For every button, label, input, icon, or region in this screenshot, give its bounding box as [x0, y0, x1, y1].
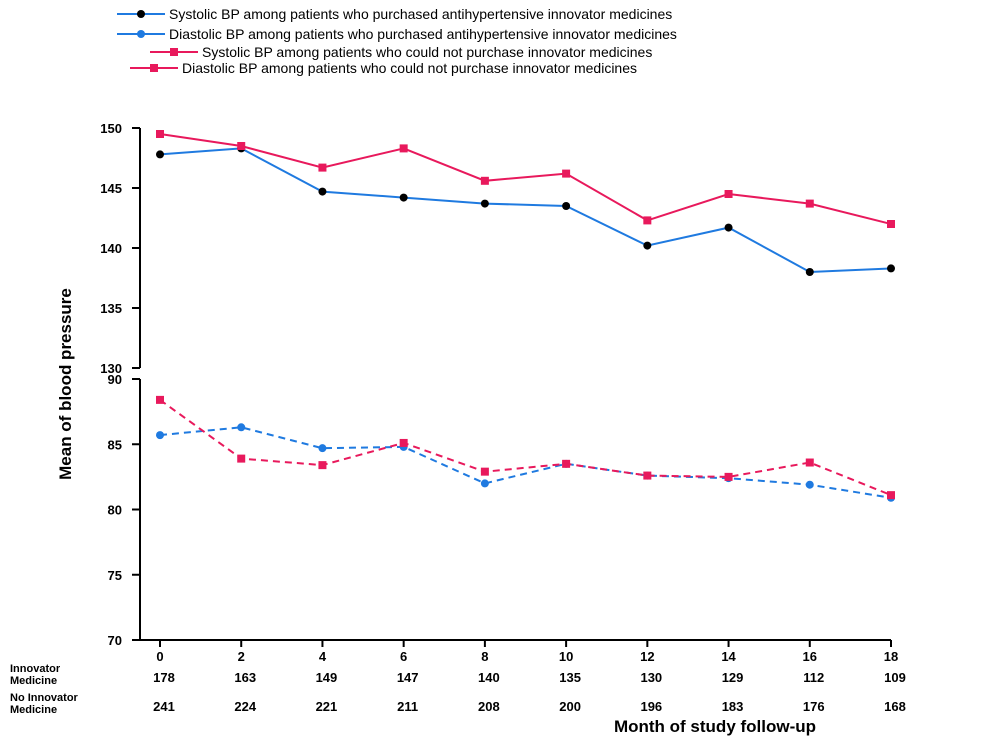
series-group — [156, 130, 895, 502]
count-value: 178 — [153, 670, 175, 685]
x-tick-label: 14 — [721, 649, 736, 664]
count-value: 196 — [640, 699, 662, 714]
series-4-line — [159, 399, 892, 497]
legend-marker-2 — [137, 30, 145, 38]
count-value: 130 — [640, 670, 662, 685]
series-1-point — [562, 202, 571, 210]
series-1-point — [480, 199, 489, 208]
lower-y-tick-label: 85 — [108, 437, 122, 452]
count-row-label: Innovator — [10, 663, 61, 675]
x-tick-label: 18 — [884, 649, 898, 664]
count-value: 211 — [397, 699, 418, 714]
series-3-point — [237, 142, 246, 150]
x-tick-label: 0 — [156, 649, 163, 664]
count-value: 135 — [559, 670, 581, 685]
series-1-point — [805, 268, 814, 276]
series-2-point — [237, 423, 246, 432]
x-tick-label: 2 — [238, 649, 245, 664]
series-3-point — [562, 169, 571, 178]
x-tick-label: 12 — [640, 649, 654, 664]
series-2-point — [805, 480, 814, 489]
series-3-point — [318, 163, 327, 172]
lower-y-tick-label: 90 — [108, 372, 122, 387]
ticks: 130 135 140 145 150 70 75 80 85 90 0 2 4 6 8 10 12 14 16 18 — [100, 121, 898, 664]
series-1-point — [399, 193, 408, 202]
count-value: 241 — [153, 699, 175, 714]
count-value: 140 — [478, 670, 500, 685]
series-4-point — [237, 454, 246, 463]
y-axis-label: Mean of blood pressure — [56, 288, 75, 480]
count-value: 129 — [722, 670, 744, 685]
series-3-point — [643, 216, 652, 225]
series-3-point — [724, 190, 733, 198]
upper-y-tick-label: 130 — [100, 361, 122, 376]
count-value: 183 — [722, 699, 744, 714]
upper-y-tick-label: 135 — [100, 301, 122, 316]
count-value: 147 — [397, 670, 419, 685]
count-value: 149 — [316, 670, 338, 685]
x-tick-label: 10 — [559, 649, 573, 664]
series-1-point — [643, 241, 652, 250]
x-axis-label: Month of study follow-up — [614, 717, 816, 736]
count-value: 168 — [884, 699, 906, 714]
x-tick-label: 4 — [319, 649, 327, 664]
count-value: 224 — [234, 699, 256, 714]
legend-entry-1: Systolic BP among patients who purchased… — [169, 6, 672, 22]
series-4-point — [318, 461, 327, 470]
upper-y-tick-label: 145 — [100, 181, 122, 196]
lower-y-tick-label: 80 — [108, 503, 122, 518]
series-4-point — [562, 459, 571, 468]
count-value: 221 — [316, 699, 338, 714]
legend-entry-3: Systolic BP among patients who could not… — [202, 44, 652, 60]
series-3-point — [399, 144, 408, 153]
series-4-point — [480, 467, 489, 476]
count-row-label: Medicine — [10, 675, 57, 687]
series-3-point — [887, 220, 895, 228]
series-3-line — [159, 133, 892, 225]
series-2-point — [480, 479, 489, 488]
legend: Systolic BP among patients who purchased… — [117, 6, 677, 76]
lower-y-tick-label: 70 — [108, 633, 122, 648]
legend-marker-4 — [150, 64, 158, 72]
series-2-line — [159, 426, 892, 499]
count-value: 112 — [803, 670, 824, 685]
series-4-point — [887, 491, 895, 500]
legend-marker-1 — [137, 10, 145, 18]
upper-y-tick-label: 150 — [100, 121, 122, 136]
count-value: 200 — [559, 699, 581, 714]
count-row-label: No Innovator — [10, 692, 79, 704]
count-value: 208 — [478, 699, 500, 714]
count-value: 163 — [234, 670, 256, 685]
series-4-point — [724, 472, 733, 481]
x-tick-label: 8 — [481, 649, 488, 664]
upper-y-tick-label: 140 — [100, 241, 122, 256]
series-2-point — [156, 431, 164, 440]
count-value: 176 — [803, 699, 825, 714]
legend-marker-3 — [170, 48, 178, 56]
count-row-label: Medicine — [10, 704, 57, 716]
series-1-point — [887, 264, 895, 273]
series-1-point — [156, 150, 164, 159]
series-2-point — [318, 444, 327, 453]
series-4-point — [399, 438, 408, 447]
lower-y-tick-label: 75 — [108, 568, 122, 583]
series-4-point — [643, 471, 652, 480]
legend-entry-4: Diastolic BP among patients who could no… — [182, 60, 637, 76]
series-3-point — [480, 176, 489, 185]
series-4-point — [805, 458, 814, 467]
series-4-point — [156, 395, 164, 404]
x-tick-label: 6 — [400, 649, 407, 664]
series-3-point — [156, 130, 164, 138]
series-1-point — [318, 187, 327, 196]
series-3-point — [805, 199, 814, 208]
series-1-point — [724, 223, 733, 232]
series-1-line — [159, 147, 892, 274]
count-value: 109 — [884, 670, 906, 685]
x-tick-label: 16 — [803, 649, 817, 664]
legend-entry-2: Diastolic BP among patients who purchase… — [169, 26, 677, 42]
